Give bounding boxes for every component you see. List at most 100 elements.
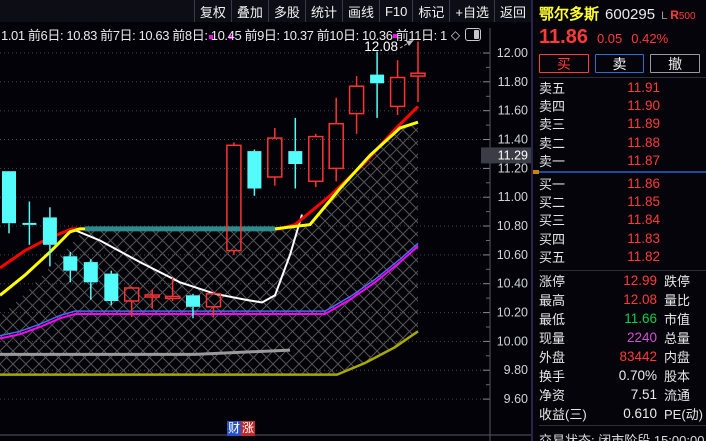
- ask-label: 卖五: [539, 80, 566, 96]
- side-panel-toggle-icon[interactable]: [465, 28, 482, 41]
- bid-row[interactable]: 买四 11.83: [539, 229, 706, 247]
- ask-price: 11.91: [627, 79, 660, 95]
- stat-label: 收益(三): [539, 406, 587, 422]
- ask-row[interactable]: 卖三 11.89: [539, 115, 706, 133]
- stat-label: 换手: [539, 368, 566, 384]
- stat-value: 12.99: [623, 272, 657, 288]
- band-inner-gray: [0, 348, 291, 356]
- bid-label: 买四: [539, 231, 566, 247]
- bid-row[interactable]: 买二 11.85: [539, 192, 706, 210]
- tag-level: L: [661, 10, 668, 22]
- toolbar-item-f10[interactable]: F10: [378, 0, 412, 22]
- bid-price: 11.85: [627, 194, 660, 210]
- stat-row: 现量 2240 总量: [539, 328, 706, 347]
- quote-panel: 鄂尔多斯 600295 L R 500 11.86 0.05 0.42% 买 卖…: [531, 0, 706, 441]
- stat-label-secondary: 跌停: [664, 273, 691, 289]
- sell-button[interactable]: 卖: [594, 54, 645, 73]
- ask-label: 卖三: [539, 117, 566, 133]
- stat-row: 最高 12.08 量比: [539, 290, 706, 309]
- trade-status-line: 交易状态: 闭市阶段 15:00:00: [539, 424, 706, 441]
- stat-label-secondary: PE(动): [664, 406, 704, 422]
- toolbar-item-statistics[interactable]: 统计: [304, 0, 342, 22]
- ask-label: 卖一: [539, 154, 566, 170]
- price-change: 0.05: [596, 31, 623, 46]
- history-info-text: 1.01 前6日: 10.83 前7日: 10.63 前8日: 10.45 前9…: [1, 28, 447, 43]
- bid-price: 11.83: [627, 230, 660, 246]
- divider: [539, 269, 706, 271]
- band-mid-magenta: [0, 245, 419, 340]
- stat-value: 0.70%: [618, 367, 657, 383]
- bid-levels: 买一 11.86 买二 11.85 买三 11.84 买四 11.83 买五 11.82: [539, 174, 706, 266]
- stat-label-secondary: 内盘: [664, 349, 691, 365]
- stat-label: 最低: [539, 311, 566, 327]
- tag-margin: R: [670, 8, 679, 22]
- toolbar-item-multi-stock[interactable]: 多股: [267, 0, 305, 22]
- stat-label-secondary: 总量: [664, 330, 691, 346]
- ask-levels: 卖五 11.91 卖四 11.90 卖三 11.89 卖二 11.88 卖一 11.87: [539, 78, 706, 170]
- current-price: 11.86: [539, 26, 588, 48]
- toolbar-item-overlay[interactable]: 叠加: [230, 0, 268, 22]
- toolbar-item-draw-line[interactable]: 画线: [341, 0, 379, 22]
- cancel-order-button[interactable]: 撤: [650, 54, 701, 73]
- diamond-icon[interactable]: ◇: [450, 27, 461, 42]
- current-price-divider: [533, 169, 706, 174]
- svg-text:12.00: 12.00: [497, 46, 528, 60]
- stat-row: 涨停 12.99 跌停: [539, 271, 706, 290]
- toolbar-item-back[interactable]: 返回: [493, 0, 531, 22]
- ask-label: 卖二: [539, 135, 566, 151]
- svg-text:11.00: 11.00: [498, 190, 528, 204]
- stat-value: 11.66: [624, 310, 657, 326]
- stat-value: 0.610: [623, 405, 657, 421]
- toolbar-item-add-watchlist[interactable]: +自选: [449, 0, 494, 22]
- bid-row[interactable]: 买一 11.86: [539, 174, 706, 192]
- chart-pane: 12.00 11.80 11.60 11.40 11.20 11.00 10.80 10.60…: [0, 0, 531, 441]
- caizhang-badge[interactable]: 财 涨: [227, 421, 256, 436]
- bid-label: 买一: [539, 176, 566, 192]
- stat-row: 净资 7.51 流通: [539, 385, 706, 404]
- stat-row: 最低 11.66 市值: [539, 309, 706, 328]
- toolbar-item-mark[interactable]: 标记: [412, 0, 449, 22]
- stat-value: 83442: [619, 348, 657, 364]
- bid-price: 11.86: [627, 175, 660, 191]
- ask-row[interactable]: 卖二 11.88: [539, 133, 706, 151]
- ask-price: 11.87: [627, 153, 660, 169]
- svg-text:11.20: 11.20: [498, 161, 528, 175]
- stat-label: 最高: [539, 292, 566, 308]
- svg-text:10.40: 10.40: [497, 277, 528, 291]
- stat-row: 外盘 83442 内盘: [539, 347, 706, 366]
- badge-zhang: 涨: [241, 421, 256, 436]
- bid-price: 11.82: [627, 249, 660, 265]
- chart-toolbar: 复权 叠加 多股 统计 画线 F10 标记 +自选 返回: [0, 0, 531, 22]
- bid-row[interactable]: 买三 11.84: [539, 211, 706, 229]
- ask-label: 卖四: [539, 99, 566, 115]
- kline-chart[interactable]: 12.00 11.80 11.60 11.40 11.20 11.00 10.80 10.60…: [0, 0, 531, 441]
- stat-label-secondary: 量比: [664, 292, 691, 308]
- stat-label-secondary: 市值: [664, 311, 691, 327]
- stat-row: 收益(三) 0.610 PE(动): [539, 404, 706, 423]
- bid-label: 买二: [539, 195, 566, 211]
- svg-text:10.80: 10.80: [497, 219, 528, 233]
- svg-text:10.20: 10.20: [497, 306, 528, 320]
- band-lower-olive: [0, 330, 419, 376]
- svg-text:11.60: 11.60: [498, 104, 528, 118]
- stats-block: 涨停 12.99 跌停最高 12.08 量比最低 11.66 市值 现量 2240 总量 外盘 834…: [539, 271, 706, 423]
- ask-row[interactable]: 卖一 11.87: [539, 152, 706, 170]
- trade-buttons: 买 卖 撤: [539, 54, 706, 73]
- ask-row[interactable]: 卖五 11.91: [539, 78, 706, 96]
- ask-price: 11.90: [627, 98, 660, 114]
- stat-row: 换手 0.70% 股本: [539, 366, 706, 385]
- buy-button[interactable]: 买: [539, 54, 589, 73]
- bid-row[interactable]: 买五 11.82: [539, 248, 706, 266]
- toolbar-item-adjust[interactable]: 复权: [193, 0, 231, 22]
- stat-label: 净资: [539, 387, 566, 403]
- stat-value: 12.08: [623, 291, 657, 307]
- stat-label: 涨停: [539, 273, 566, 289]
- divider: [539, 77, 706, 78]
- badge-cai: 财: [227, 421, 242, 436]
- stat-label: 外盘: [539, 349, 566, 365]
- stock-name: 鄂尔多斯: [539, 6, 600, 23]
- bid-label: 买三: [539, 213, 566, 229]
- stat-label-secondary: 流通: [664, 387, 691, 403]
- ask-row[interactable]: 卖四 11.90: [539, 96, 706, 114]
- svg-text:9.60: 9.60: [504, 392, 528, 406]
